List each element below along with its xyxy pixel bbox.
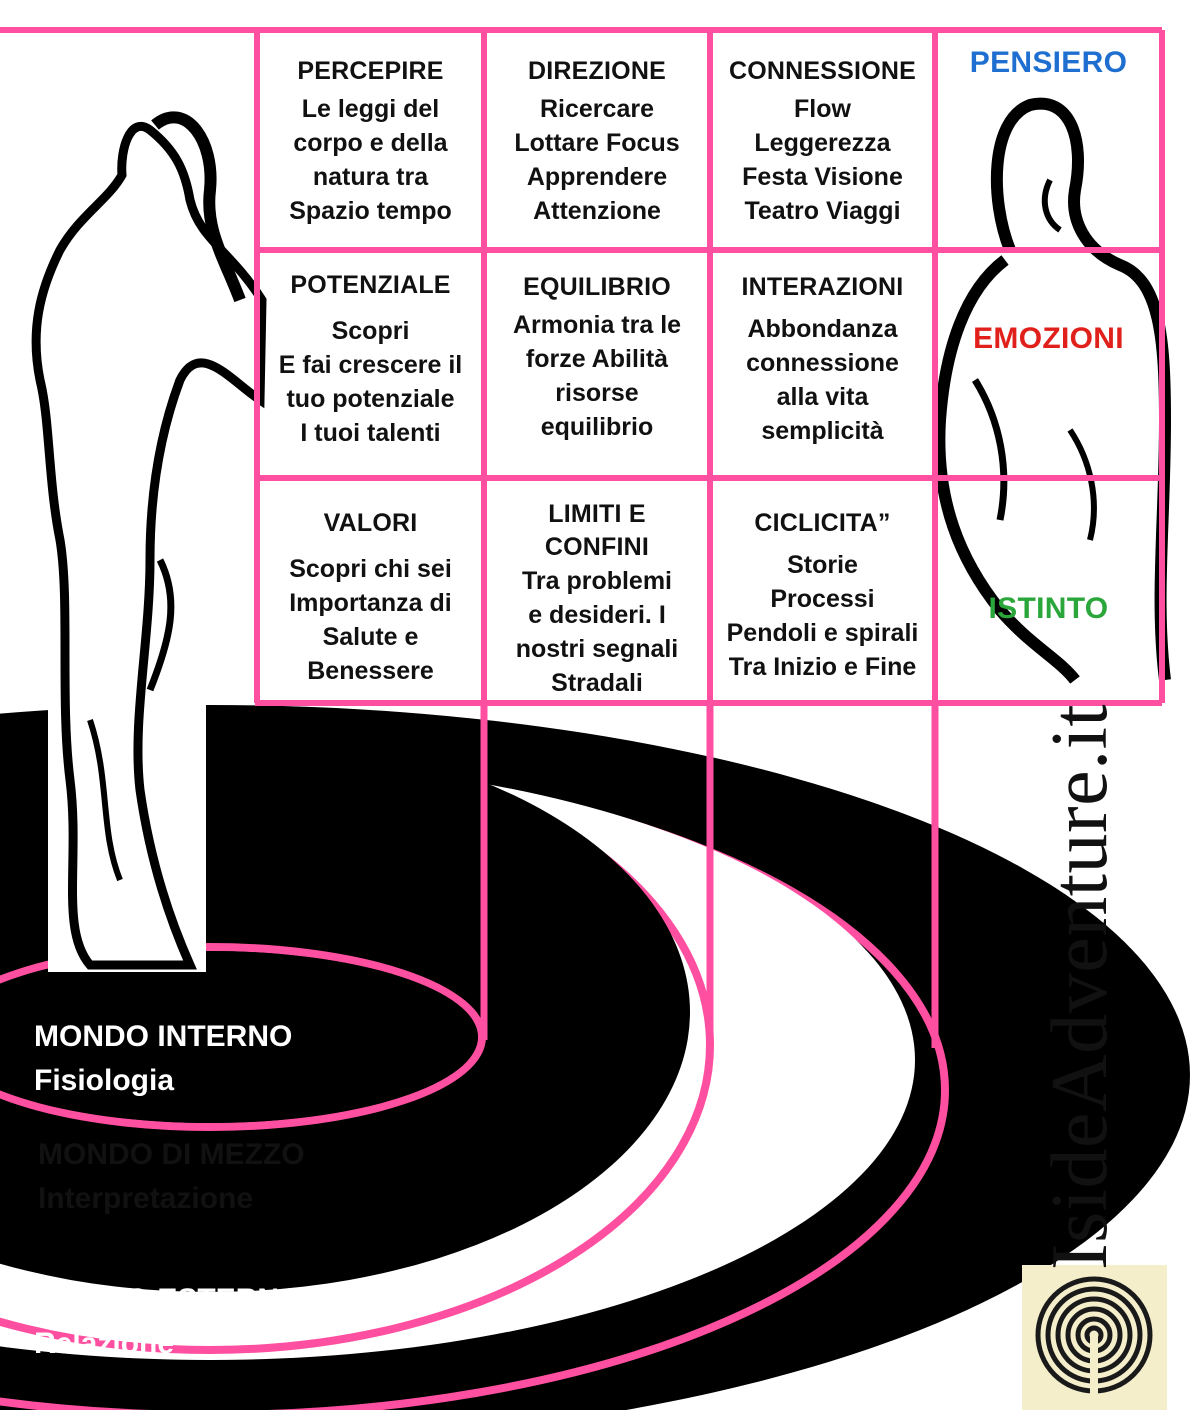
world-subtitle: Interpretazione — [38, 1182, 254, 1215]
world-subtitle: Fisiologia — [34, 1064, 175, 1097]
cell-text: Flow Leggerezza Festa Visione Teatro Via… — [742, 95, 903, 225]
cell-interazioni: INTERAZIONI Abbondanza connessione alla … — [710, 250, 935, 478]
cell-text: Ricercare Lottare Focus Apprendere Atten… — [514, 95, 680, 225]
cell-limiti-e-confini: LIMITI E CONFINI Tra problemi e desideri… — [484, 478, 710, 703]
cell-heading: VALORI — [323, 509, 418, 537]
cell-heading: PERCEPIRE — [297, 57, 444, 85]
cell-text: Storie Processi Pendoli e spirali Tra In… — [726, 551, 919, 681]
world-title: MONDO DI MEZZO — [38, 1138, 305, 1171]
row-label-istinto: ISTINTO — [988, 592, 1109, 625]
ring-core — [0, 951, 478, 1123]
world-esterno: MONDO ESTERNO Relazione — [34, 1278, 302, 1366]
cell-valori: VALORI Scopri chi sei Importanza di Salu… — [257, 478, 484, 703]
world-interno: MONDO INTERNO Fisiologia — [34, 1015, 292, 1103]
grid-frame — [0, 27, 1165, 706]
woman-figure — [31, 111, 267, 972]
cell-text: Abbondanza connessione alla vita semplic… — [746, 315, 899, 445]
cell-text: Scopri E fai crescere il tuo potenziale … — [278, 317, 463, 447]
cell-connessione: CONNESSIONE Flow Leggerezza Festa Vision… — [710, 30, 935, 250]
cell-percepire: PERCEPIRE Le leggi del corpo e della nat… — [257, 30, 484, 250]
row-label-pensiero: PENSIERO — [969, 46, 1128, 79]
cell-heading: LIMITI E CONFINI — [544, 500, 650, 561]
cell-text: Scopri chi sei Importanza di Salute e Be… — [289, 555, 452, 685]
brand-name: IsideAdventure.it — [1036, 703, 1124, 1270]
cell-potenziale: POTENZIALE Scopri E fai crescere il tuo … — [257, 250, 484, 478]
cell-text: Tra problemi e desideri. I nostri segnal… — [515, 567, 679, 697]
cell-heading: CONNESSIONE — [729, 57, 916, 85]
cell-text: Armonia tra le forze Abilità risorse equ… — [512, 311, 682, 441]
grid-connectors — [480, 700, 939, 1050]
cell-ciclicita: CICLICITA” Storie Processi Pendoli e spi… — [710, 478, 935, 703]
world-title: MONDO INTERNO — [34, 1020, 293, 1053]
world-title: MONDO ESTERNO — [34, 1283, 303, 1316]
cell-heading: CICLICITA” — [754, 509, 891, 537]
cell-heading: INTERAZIONI — [741, 273, 904, 301]
cell-equilibrio: EQUILIBRIO Armonia tra le forze Abilità … — [484, 250, 710, 478]
world-di-mezzo: MONDO DI MEZZO Interpretazione — [38, 1133, 305, 1221]
row-label-emozioni: EMOZIONI — [973, 322, 1124, 355]
world-subtitle: Relazione — [34, 1327, 175, 1360]
cell-heading: POTENZIALE — [290, 271, 451, 299]
cell-heading: DIREZIONE — [528, 57, 666, 85]
cell-heading: EQUILIBRIO — [523, 273, 671, 301]
cell-direzione: DIREZIONE Ricercare Lottare Focus Appren… — [484, 30, 710, 250]
labyrinth-logo — [1022, 1265, 1167, 1410]
cell-text: Le leggi del corpo e della natura tra Sp… — [289, 95, 452, 225]
